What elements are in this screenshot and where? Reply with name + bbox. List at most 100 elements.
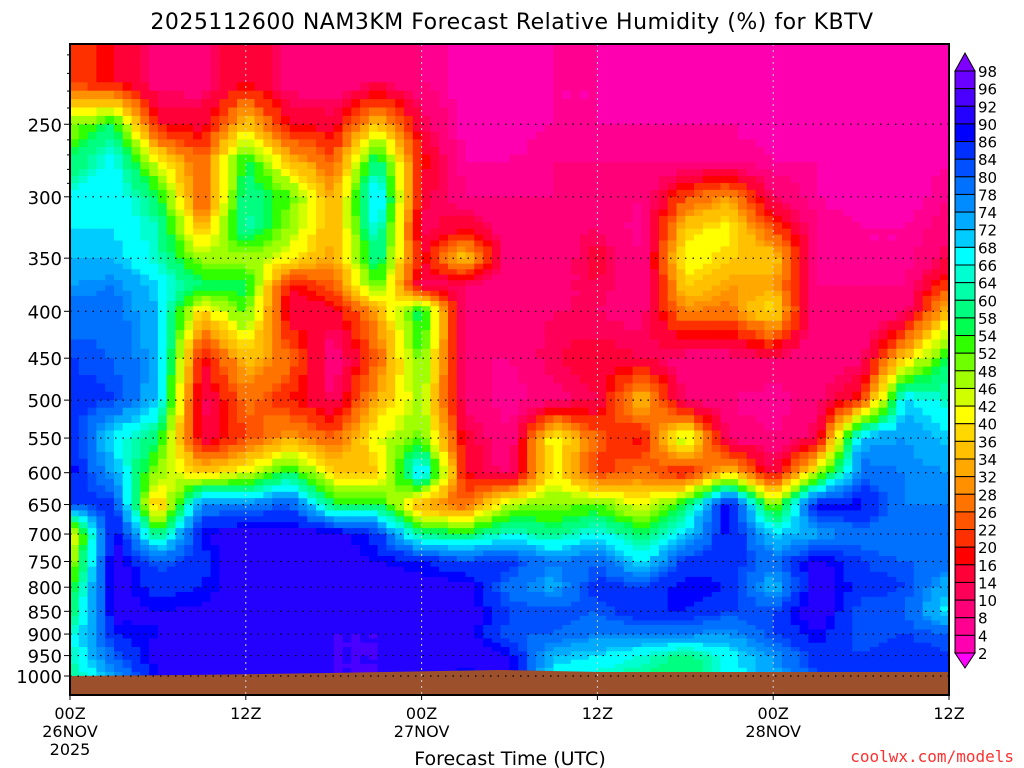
- heatmap-cell: [263, 571, 273, 578]
- heatmap-cell: [193, 438, 203, 446]
- heatmap-cell: [342, 663, 353, 669]
- heatmap-cell: [149, 63, 159, 84]
- heatmap-cell: [193, 366, 203, 376]
- heatmap-cell: [281, 375, 291, 385]
- heatmap-cell: [360, 131, 370, 141]
- heatmap-cell: [237, 479, 247, 487]
- heatmap-cell: [114, 545, 124, 552]
- heatmap-cell: [430, 295, 440, 302]
- heatmap-cell: [175, 139, 186, 148]
- heatmap-cell: [96, 615, 106, 622]
- heatmap-cell: [360, 162, 370, 170]
- heatmap-cell: [219, 99, 229, 109]
- heatmap-cell: [421, 44, 432, 64]
- heatmap-cell: [166, 601, 177, 608]
- heatmap-cell: [395, 504, 405, 512]
- heatmap-cell: [87, 556, 98, 563]
- heatmap-cell: [298, 358, 309, 368]
- heatmap-cell: [439, 430, 449, 439]
- heatmap-cell: [351, 522, 361, 529]
- heatmap-cell: [245, 592, 256, 598]
- heatmap-cell: [149, 280, 159, 287]
- heatmap-cell: [281, 634, 291, 640]
- heatmap-cell: [237, 147, 247, 156]
- heatmap-cell: [544, 176, 555, 184]
- heatmap-cell: [254, 240, 265, 248]
- heatmap-cell: [219, 445, 229, 453]
- heatmap-cell: [245, 269, 256, 276]
- heatmap-cell: [272, 655, 282, 661]
- heatmap-cell: [70, 545, 80, 552]
- heatmap-cell: [193, 269, 203, 276]
- heatmap-cell: [78, 566, 89, 573]
- heatmap-cell: [491, 383, 502, 393]
- heatmap-cell: [360, 400, 370, 409]
- heatmap-cell: [342, 651, 353, 657]
- heatmap-cell: [219, 663, 229, 669]
- heatmap-cell: [254, 311, 265, 322]
- heatmap-cell: [465, 252, 476, 259]
- heatmap-cell: [78, 539, 89, 546]
- heatmap-cell: [87, 274, 98, 281]
- heatmap-cell: [377, 301, 388, 307]
- heatmap-cell: [122, 516, 133, 523]
- heatmap-cell: [157, 647, 168, 653]
- heatmap-cell: [333, 659, 344, 665]
- heatmap-cell: [140, 534, 150, 541]
- heatmap-cell: [430, 472, 440, 480]
- heatmap-cell: [483, 154, 493, 163]
- heatmap-cell: [272, 162, 282, 170]
- heatmap-cell: [149, 534, 159, 541]
- heatmap-cell: [307, 169, 317, 177]
- heatmap-cell: [228, 642, 238, 648]
- heatmap-cell: [184, 107, 194, 117]
- heatmap-cell: [377, 642, 388, 648]
- heatmap-cell: [78, 176, 89, 184]
- heatmap-cell: [140, 131, 150, 141]
- heatmap-cell: [324, 124, 335, 133]
- heatmap-cell: [254, 99, 265, 109]
- heatmap-cell: [96, 222, 106, 230]
- heatmap-cell: [122, 82, 133, 92]
- heatmap-cell: [351, 659, 361, 665]
- heatmap-cell: [377, 659, 388, 665]
- heatmap-cell: [333, 295, 344, 302]
- heatmap-cell: [395, 516, 405, 523]
- heatmap-cell: [175, 147, 186, 156]
- heatmap-cell: [263, 458, 273, 467]
- heatmap-cell: [430, 209, 440, 217]
- heatmap-cell: [456, 252, 467, 259]
- heatmap-cell: [412, 90, 423, 100]
- heatmap-cell: [254, 556, 265, 563]
- heatmap-cell: [114, 400, 124, 409]
- heatmap-cell: [289, 383, 300, 393]
- heatmap-cell: [483, 228, 493, 236]
- heatmap-cell: [509, 169, 520, 177]
- heatmap-cell: [395, 545, 405, 552]
- heatmap-cell: [114, 479, 124, 487]
- heatmap-cell: [491, 458, 502, 467]
- heatmap-cell: [386, 124, 396, 133]
- heatmap-cell: [395, 280, 405, 287]
- heatmap-cell: [307, 375, 317, 385]
- heatmap-cell: [404, 285, 414, 292]
- heatmap-cell: [289, 534, 300, 541]
- heatmap-cell: [96, 196, 106, 204]
- heatmap-cell: [448, 196, 458, 204]
- heatmap-cell: [131, 556, 142, 563]
- heatmap-cell: [412, 176, 423, 184]
- heatmap-cell: [131, 189, 142, 198]
- heatmap-cell: [377, 263, 388, 270]
- heatmap-cell: [166, 491, 177, 499]
- heatmap-cell: [289, 561, 300, 568]
- heatmap-cell: [78, 522, 89, 529]
- heatmap-cell: [395, 422, 405, 432]
- heatmap-cell: [421, 647, 432, 653]
- heatmap-cell: [448, 301, 458, 307]
- heatmap-cell: [131, 534, 142, 541]
- heatmap-cell: [140, 528, 150, 535]
- heatmap-cell: [544, 124, 555, 133]
- heatmap-cell: [421, 203, 432, 211]
- heatmap-cell: [157, 491, 168, 499]
- heatmap-cell: [395, 667, 405, 673]
